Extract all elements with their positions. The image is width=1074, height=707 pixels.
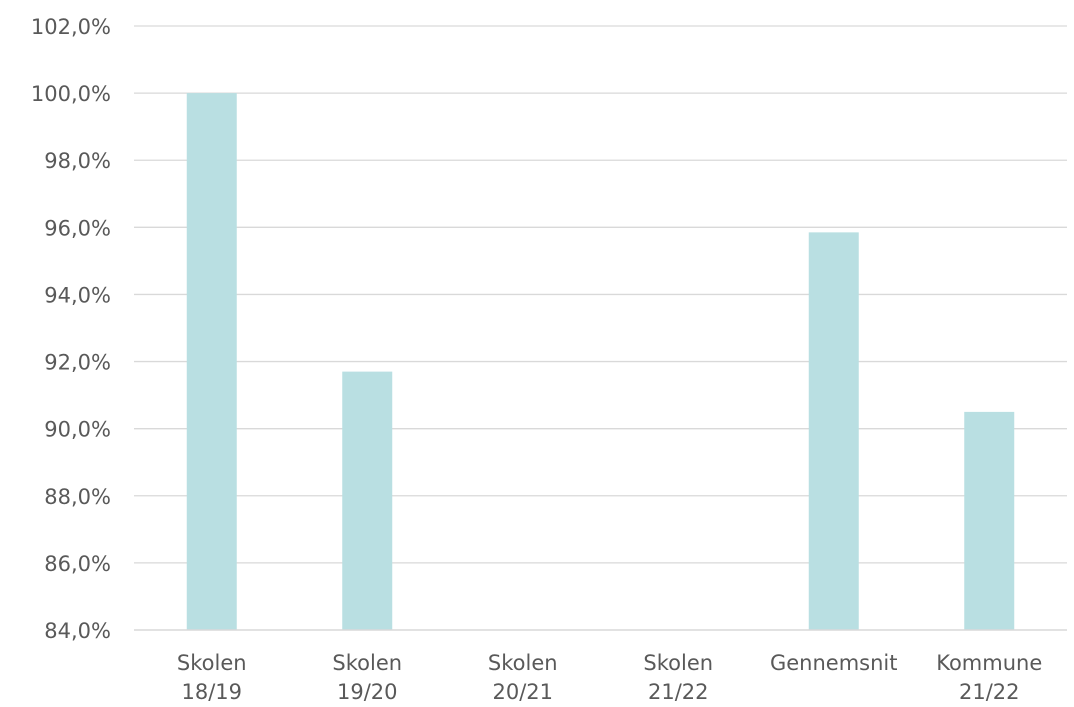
y-tick-label: 84,0% xyxy=(44,619,111,643)
x-tick-label: 19/20 xyxy=(337,680,398,703)
x-tick-label: 21/22 xyxy=(648,680,709,703)
y-tick-label: 98,0% xyxy=(44,149,111,173)
y-axis-tick-labels: 84,0% 86,0% 88,0% 90,0% 92,0% 94,0% 96,0% 98,0%… xyxy=(31,15,111,643)
y-tick-label: 96,0% xyxy=(44,216,111,240)
y-tick-label: 102,0% xyxy=(31,15,111,39)
x-tick-label: Skolen xyxy=(332,651,402,675)
bars xyxy=(186,93,1015,631)
y-tick-label: 100,0% xyxy=(31,82,111,106)
bar xyxy=(186,93,237,631)
x-tick-label: 20/21 xyxy=(492,680,553,703)
x-tick-label: Kommune xyxy=(936,651,1042,675)
y-tick-label: 86,0% xyxy=(44,552,111,576)
y-tick-label: 90,0% xyxy=(44,418,111,442)
y-tick-label: 88,0% xyxy=(44,485,111,509)
x-tick-label: Skolen xyxy=(177,651,247,675)
y-tick-label: 92,0% xyxy=(44,351,111,375)
x-axis-tick-labels: Skolen 18/19 Skolen 19/20 Skolen 20/21 Skolen 2… xyxy=(177,651,1042,704)
x-tick-label: 18/19 xyxy=(181,680,242,703)
x-tick-label: Skolen xyxy=(488,651,558,675)
bar xyxy=(964,411,1015,630)
x-tick-label: Gennemsnit xyxy=(770,651,898,675)
bar xyxy=(342,371,393,630)
bar xyxy=(808,232,859,630)
x-tick-label: Skolen xyxy=(643,651,713,675)
gridlines xyxy=(134,25,1067,564)
y-tick-label: 94,0% xyxy=(44,283,111,307)
x-tick-label: 21/22 xyxy=(959,680,1020,703)
